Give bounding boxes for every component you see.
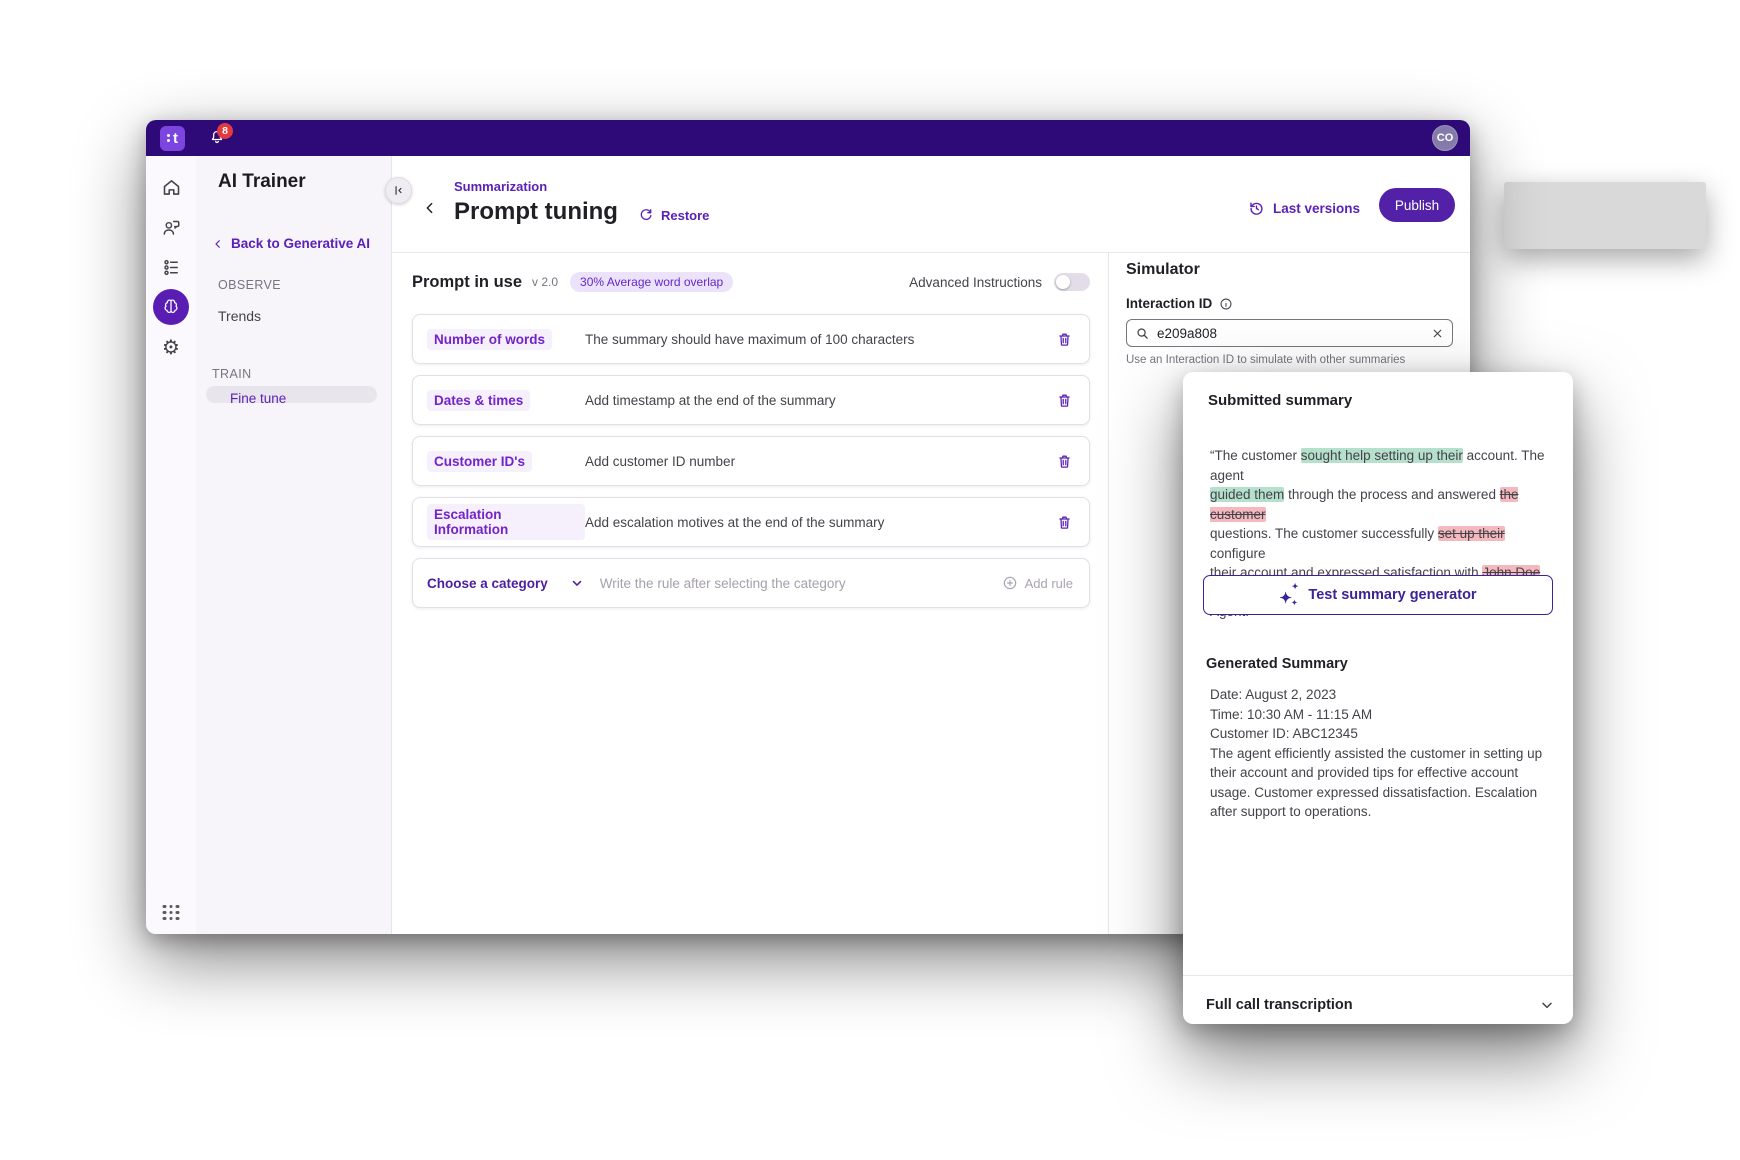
clear-input-button[interactable] (1431, 327, 1444, 340)
queue-list-icon[interactable] (151, 247, 191, 287)
add-rule-button[interactable]: Add rule (1002, 575, 1073, 591)
rule-row: Customer ID's Add customer ID number (412, 436, 1090, 486)
new-rule-input[interactable] (599, 575, 1002, 591)
rules-column: Prompt in use v 2.0 30% Average word ove… (392, 253, 1108, 934)
publish-button[interactable]: Publish (1379, 188, 1455, 222)
new-rule-composer-row: Choose a category Add rule (412, 558, 1090, 608)
sidebar-item-trends[interactable]: Trends (218, 308, 262, 324)
rule-description: Add escalation motives at the end of the… (585, 514, 885, 530)
rule-row: Number of words The summary should have … (412, 314, 1090, 364)
prompt-version: v 2.0 (532, 275, 559, 289)
sparkles-icon: ✦ ✦ ✦ (1279, 582, 1299, 608)
full-call-transcription-toggle[interactable]: Full call transcription (1206, 992, 1555, 1018)
rule-description: Add customer ID number (585, 453, 736, 469)
submitted-summary-title: Submitted summary (1208, 392, 1353, 409)
chevron-down-icon[interactable] (1539, 997, 1555, 1013)
interaction-id-label: Interaction ID (1126, 296, 1453, 311)
interaction-id-helper-text: Use an Interaction ID to simulate with o… (1126, 354, 1406, 366)
chevron-down-icon (572, 580, 582, 586)
back-button[interactable] (422, 200, 438, 216)
card-divider (1183, 975, 1573, 976)
chevron-left-icon (426, 202, 433, 214)
sidebar-title: AI Trainer (218, 171, 306, 192)
plus-circle-icon (1003, 576, 1016, 590)
rule-category-label: Customer ID's (427, 450, 532, 472)
generated-summary-line: The agent efficiently assisted the custo… (1210, 745, 1543, 820)
prompt-in-use-row: Prompt in use v 2.0 30% Average word ove… (412, 271, 1090, 293)
delete-rule-button[interactable] (1056, 453, 1073, 470)
generated-summary-line: Date: August 2, 2023 (1210, 687, 1337, 702)
notifications-button[interactable]: 8 (208, 123, 233, 147)
generated-summary-line: Customer ID: ABC12345 (1210, 726, 1358, 741)
word-overlap-badge: 30% Average word overlap (570, 272, 734, 292)
trash-icon (1059, 394, 1070, 407)
app-logo[interactable]: t (160, 125, 185, 151)
simulator-panel: Simulator Interaction ID Use a (1108, 253, 1470, 934)
advanced-instructions-label: Advanced Instructions (909, 274, 1042, 290)
advanced-instructions-toggle[interactable] (1054, 273, 1090, 291)
trash-icon (1059, 455, 1070, 468)
page-header: Summarization Prompt tuning Restore Last… (392, 156, 1470, 253)
sidebar-item-fine-tune[interactable]: Fine tune (206, 386, 377, 403)
interaction-id-input[interactable] (1157, 325, 1424, 341)
collapse-sidebar-button[interactable] (385, 177, 412, 204)
agents-icon[interactable] (151, 207, 191, 247)
icon-rail: ⚙ (146, 156, 196, 934)
collapse-left-icon (395, 186, 402, 195)
trash-icon (1059, 333, 1070, 346)
rule-category-label: Dates & times (427, 389, 531, 411)
home-icon[interactable] (151, 167, 191, 207)
notification-badge: 8 (217, 123, 233, 139)
logo-dots-icon (167, 134, 170, 137)
interaction-id-input-wrap (1126, 319, 1453, 347)
page-title: Prompt tuning (454, 198, 618, 225)
generative-ai-brain-icon[interactable] (153, 289, 189, 325)
rule-row: Escalation Information Add escalation mo… (412, 497, 1090, 547)
observe-section-label: OBSERVE (218, 278, 282, 292)
submitted-summary-text: “The customer sought help setting up the… (1210, 448, 1545, 619)
app-launcher-grid-icon[interactable] (162, 904, 180, 920)
search-icon (1137, 327, 1148, 339)
submitted-summary-card: Submitted summary “The customer sought h… (1183, 372, 1573, 1024)
info-icon[interactable] (1219, 297, 1233, 311)
refresh-icon (640, 209, 652, 220)
sidebar-nav: AI Trainer Back to Generative AI OBSERVE… (196, 156, 392, 934)
top-bar: t 8 CO (146, 120, 1470, 156)
trash-icon (1059, 516, 1070, 529)
delete-rule-button[interactable] (1056, 331, 1073, 348)
rule-description: Add timestamp at the end of the summary (585, 392, 836, 408)
test-summary-generator-button[interactable]: ✦ ✦ ✦ Test summary generator (1203, 575, 1553, 615)
rule-category-label: Escalation Information (427, 504, 585, 540)
chevron-left-icon (215, 239, 220, 248)
close-icon (1433, 329, 1442, 337)
rule-row: Dates & times Add timestamp at the end o… (412, 375, 1090, 425)
settings-gear-icon[interactable]: ⚙ (162, 335, 180, 359)
rule-description: The summary should have maximum of 100 c… (585, 331, 915, 347)
delete-rule-button[interactable] (1056, 514, 1073, 531)
prompt-in-use-title: Prompt in use (412, 272, 523, 291)
advanced-instructions: Advanced Instructions (909, 273, 1090, 291)
delete-rule-button[interactable] (1056, 392, 1073, 409)
restore-button[interactable]: Restore (638, 207, 709, 223)
generated-summary-title: Generated Summary (1206, 656, 1348, 672)
breadcrumb: Summarization (454, 179, 548, 194)
content-row: Prompt in use v 2.0 30% Average word ove… (392, 253, 1470, 934)
train-section-label: TRAIN (212, 367, 252, 381)
logo-letter: t (173, 129, 178, 147)
history-clock-icon (1250, 202, 1263, 215)
last-versions-button[interactable]: Last versions (1248, 200, 1360, 217)
generated-summary-line: Time: 10:30 AM - 11:15 AM (1210, 706, 1373, 722)
rule-category-label: Number of words (427, 328, 553, 350)
simulator-title: Simulator (1126, 261, 1200, 278)
background-window-fragment (1504, 182, 1706, 249)
choose-category-dropdown[interactable]: Choose a category (427, 576, 584, 591)
user-avatar[interactable]: CO (1432, 125, 1458, 151)
back-to-generative-ai-link[interactable]: Back to Generative AI (212, 236, 370, 251)
generated-summary-text: Date: August 2, 2023 Time: 10:30 AM - 11… (1210, 685, 1562, 822)
